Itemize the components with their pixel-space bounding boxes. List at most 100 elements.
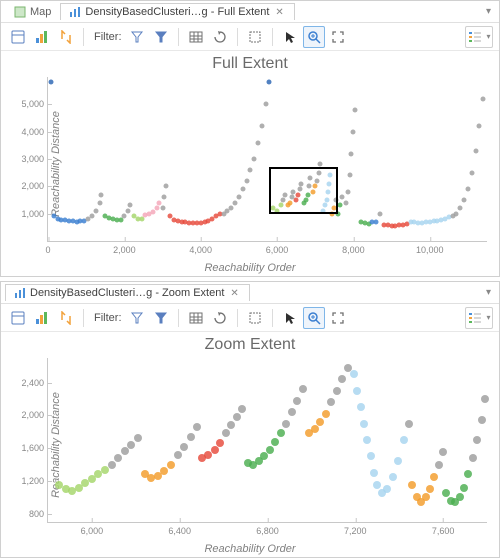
data-point[interactable]: [422, 493, 430, 501]
data-point[interactable]: [322, 410, 330, 418]
data-point[interactable]: [255, 140, 260, 145]
pointer-icon[interactable]: [279, 26, 301, 48]
data-point[interactable]: [378, 211, 383, 216]
data-point[interactable]: [339, 195, 344, 200]
data-point[interactable]: [229, 206, 234, 211]
data-point[interactable]: [154, 206, 159, 211]
data-point[interactable]: [439, 448, 447, 456]
data-point[interactable]: [89, 214, 94, 219]
data-point[interactable]: [121, 447, 129, 455]
data-point[interactable]: [293, 397, 301, 405]
data-point[interactable]: [160, 206, 165, 211]
close-icon[interactable]: ✕: [273, 7, 285, 18]
data-point[interactable]: [288, 408, 296, 416]
data-point[interactable]: [469, 170, 474, 175]
data-point[interactable]: [122, 214, 127, 219]
table-icon[interactable]: [185, 307, 207, 329]
zoom-icon[interactable]: [303, 26, 325, 48]
data-point[interactable]: [236, 195, 241, 200]
data-point[interactable]: [327, 398, 335, 406]
swap-icon[interactable]: [55, 26, 77, 48]
data-point[interactable]: [263, 102, 268, 107]
data-point[interactable]: [383, 485, 391, 493]
data-point[interactable]: [430, 473, 438, 481]
data-point[interactable]: [160, 467, 168, 475]
data-point[interactable]: [127, 441, 135, 449]
data-point[interactable]: [248, 167, 253, 172]
data-point[interactable]: [233, 413, 241, 421]
data-point[interactable]: [233, 200, 238, 205]
data-point[interactable]: [394, 457, 402, 465]
data-point[interactable]: [338, 203, 343, 208]
data-point[interactable]: [349, 151, 354, 156]
close-icon[interactable]: ✕: [228, 288, 240, 299]
zoom-icon[interactable]: [303, 307, 325, 329]
data-point[interactable]: [435, 461, 443, 469]
data-point[interactable]: [454, 211, 459, 216]
data-point[interactable]: [134, 434, 142, 442]
data-point[interactable]: [150, 210, 155, 215]
clear-selection-icon[interactable]: [244, 307, 266, 329]
data-point[interactable]: [477, 124, 482, 129]
data-point[interactable]: [408, 481, 416, 489]
data-point[interactable]: [193, 423, 201, 431]
tab-chart-full[interactable]: DensityBasedClusteri…g - Full Extent ✕: [60, 3, 294, 20]
bar-chart-icon[interactable]: [31, 307, 53, 329]
data-point[interactable]: [460, 484, 468, 492]
data-point[interactable]: [373, 481, 381, 489]
data-point[interactable]: [108, 461, 116, 469]
data-point[interactable]: [400, 436, 408, 444]
data-point[interactable]: [216, 439, 224, 447]
data-point[interactable]: [244, 178, 249, 183]
full-extent-icon[interactable]: [327, 307, 349, 329]
plot-area-zoom[interactable]: Zoom Extent Reachability Distance Reacha…: [1, 332, 499, 557]
data-point[interactable]: [299, 385, 307, 393]
data-point[interactable]: [343, 200, 348, 205]
plot-area-full[interactable]: Full Extent Reachability Distance Reacha…: [1, 51, 499, 276]
data-point[interactable]: [180, 443, 188, 451]
data-point[interactable]: [156, 200, 161, 205]
data-point[interactable]: [374, 220, 379, 225]
data-point[interactable]: [353, 107, 358, 112]
data-point[interactable]: [252, 157, 257, 162]
data-point[interactable]: [316, 418, 324, 426]
legend-icon[interactable]: ▾: [465, 307, 493, 329]
table-icon[interactable]: [185, 26, 207, 48]
data-point[interactable]: [370, 469, 378, 477]
data-point[interactable]: [347, 173, 352, 178]
data-point[interactable]: [318, 162, 323, 167]
data-point[interactable]: [267, 80, 272, 85]
data-point[interactable]: [266, 446, 274, 454]
data-point[interactable]: [469, 454, 477, 462]
data-point[interactable]: [360, 420, 368, 428]
rotate-icon[interactable]: [209, 307, 231, 329]
data-point[interactable]: [238, 405, 246, 413]
properties-icon[interactable]: [7, 307, 29, 329]
data-point[interactable]: [458, 206, 463, 211]
legend-icon[interactable]: ▾: [465, 26, 493, 48]
filter-selection-icon[interactable]: [150, 307, 172, 329]
filter-selection-icon[interactable]: [150, 26, 172, 48]
data-point[interactable]: [271, 438, 279, 446]
data-point[interactable]: [128, 203, 133, 208]
data-point[interactable]: [481, 395, 489, 403]
data-point[interactable]: [277, 429, 285, 437]
filter-extent-icon[interactable]: [126, 26, 148, 48]
data-point[interactable]: [350, 370, 358, 378]
full-extent-icon[interactable]: [327, 26, 349, 48]
data-point[interactable]: [259, 124, 264, 129]
data-point[interactable]: [345, 189, 350, 194]
data-point[interactable]: [367, 452, 375, 460]
data-point[interactable]: [338, 375, 346, 383]
data-point[interactable]: [227, 421, 235, 429]
data-point[interactable]: [353, 387, 361, 395]
data-point[interactable]: [99, 192, 104, 197]
selection-box[interactable]: [269, 167, 338, 213]
data-point[interactable]: [174, 451, 182, 459]
data-point[interactable]: [311, 425, 319, 433]
tab-map[interactable]: Map: [5, 3, 60, 20]
data-point[interactable]: [481, 96, 486, 101]
data-point[interactable]: [405, 420, 413, 428]
data-point[interactable]: [49, 80, 54, 85]
tab-chart-zoom[interactable]: DensityBasedClusteri…g - Zoom Extent ✕: [5, 284, 250, 301]
